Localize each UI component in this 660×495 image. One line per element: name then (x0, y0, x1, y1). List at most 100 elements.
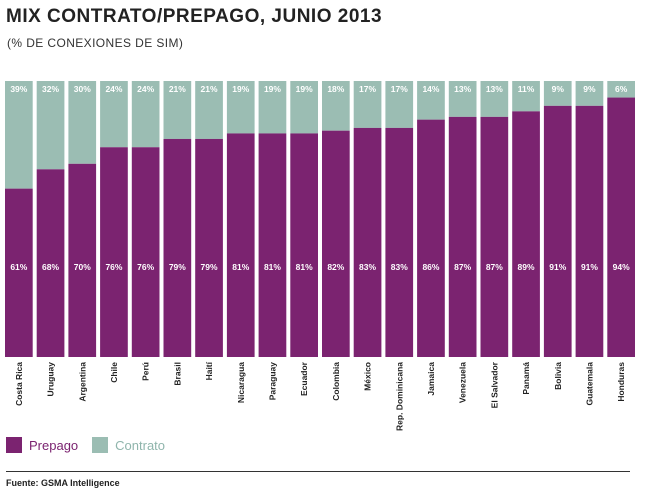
data-label-contrato: 6% (615, 84, 628, 94)
x-tick-label: Chile (109, 362, 119, 383)
data-label-prepago: 86% (422, 262, 439, 272)
data-label-prepago: 94% (613, 262, 630, 272)
data-label-prepago: 79% (201, 262, 218, 272)
x-tick-label: Venezuela (458, 362, 468, 403)
legend-swatch-prepago (6, 437, 22, 453)
bar-contrato (385, 81, 414, 128)
data-label-contrato: 19% (232, 84, 249, 94)
bar-contrato (100, 81, 128, 148)
data-label-contrato: 21% (169, 84, 186, 94)
data-label-prepago: 87% (486, 262, 503, 272)
x-tick-label: Jamaica (426, 362, 436, 396)
legend-label-prepago: Prepago (29, 437, 79, 453)
bar-contrato (163, 81, 192, 139)
bar-prepago (575, 105, 604, 357)
x-tick-label: Costa Rica (14, 362, 24, 406)
bar-contrato (322, 81, 350, 131)
data-label-prepago: 87% (454, 262, 471, 272)
bar-prepago (322, 130, 350, 357)
data-label-contrato: 39% (10, 84, 27, 94)
data-label-contrato: 9% (583, 84, 596, 94)
x-tick-label: Colombia (331, 362, 341, 401)
x-tick-label: Ecuador (299, 361, 309, 396)
bar-contrato (195, 81, 223, 139)
bar-prepago (131, 147, 160, 357)
footer-divider (6, 471, 630, 472)
bar-contrato (512, 81, 540, 112)
x-tick-label: Uruguay (46, 362, 56, 397)
data-label-contrato: 21% (201, 84, 218, 94)
bar-prepago (543, 105, 572, 357)
stacked-bar-chart: 39% 61% Costa Rica 32% 68% Uruguay 30% 70% Argen… (5, 81, 635, 431)
data-label-prepago: 83% (359, 262, 376, 272)
data-label-contrato: 32% (42, 84, 59, 94)
bar-prepago (512, 111, 540, 357)
bar-contrato (131, 81, 160, 148)
bar-contrato (543, 81, 572, 106)
bar-contrato (607, 81, 635, 98)
data-label-contrato: 13% (454, 84, 471, 94)
bar-prepago (163, 138, 192, 357)
data-label-prepago: 83% (391, 262, 408, 272)
data-label-prepago: 81% (232, 262, 249, 272)
legend-item-prepago: Prepago (6, 437, 78, 453)
data-label-prepago: 91% (549, 262, 566, 272)
data-label-prepago: 91% (581, 262, 598, 272)
data-label-prepago: 81% (264, 262, 281, 272)
bar-contrato (480, 81, 509, 117)
x-tick-label: Panamá (521, 362, 531, 395)
legend-item-contrato: Contrato (92, 437, 165, 453)
data-label-contrato: 19% (296, 84, 313, 94)
x-tick-label: Paraguay (267, 362, 277, 401)
bar-contrato (226, 81, 255, 134)
x-tick-label: Argentina (77, 362, 87, 402)
x-tick-label: Honduras (616, 362, 626, 402)
data-label-contrato: 9% (552, 84, 565, 94)
data-label-contrato: 24% (137, 84, 154, 94)
bar-contrato (417, 81, 445, 120)
bar-prepago (385, 127, 414, 357)
legend-label-contrato: Contrato (115, 437, 166, 453)
bar-contrato (36, 81, 65, 170)
bar-contrato (258, 81, 287, 134)
chart-subtitle: (% DE CONEXIONES DE SIM) (7, 36, 184, 50)
data-label-contrato: 18% (327, 84, 344, 94)
data-label-prepago: 82% (327, 262, 344, 272)
x-tick-label: Rep. Dominicana (394, 362, 404, 431)
x-tick-label: El Salvador (489, 361, 499, 408)
data-label-contrato: 17% (391, 84, 408, 94)
x-tick-label: Bolivia (553, 362, 563, 390)
bar-contrato (353, 81, 382, 128)
data-label-prepago: 89% (518, 262, 535, 272)
bar-prepago (607, 97, 635, 357)
chart-title: MIX CONTRATO/PREPAGO, JUNIO 2013 (6, 6, 383, 27)
bar-prepago (5, 188, 33, 357)
data-label-contrato: 19% (264, 84, 281, 94)
data-label-prepago: 76% (137, 262, 154, 272)
bar-prepago (353, 127, 382, 357)
data-label-prepago: 61% (10, 262, 27, 272)
x-tick-label: Haití (204, 361, 214, 380)
legend-swatch-contrato (92, 437, 109, 453)
bar-prepago (36, 169, 65, 357)
bar-prepago (226, 133, 255, 357)
bar-contrato (448, 81, 477, 117)
x-tick-label: México (363, 362, 373, 391)
data-label-prepago: 81% (296, 262, 313, 272)
data-label-contrato: 13% (486, 84, 503, 94)
data-label-contrato: 11% (518, 84, 535, 94)
x-tick-label: Brasil (172, 362, 182, 386)
bar-prepago (290, 133, 318, 357)
x-tick-label: Perú (141, 362, 151, 381)
data-label-prepago: 68% (42, 262, 59, 272)
bar-contrato (5, 81, 33, 189)
data-label-prepago: 70% (74, 262, 91, 272)
bar-prepago (417, 119, 445, 357)
x-tick-label: Guatemala (584, 362, 594, 406)
bar-prepago (448, 116, 477, 357)
bar-prepago (100, 147, 128, 357)
bar-prepago (68, 163, 97, 357)
data-label-contrato: 14% (422, 84, 439, 94)
x-tick-label: Nicaragua (236, 362, 246, 403)
data-label-prepago: 79% (169, 262, 186, 272)
